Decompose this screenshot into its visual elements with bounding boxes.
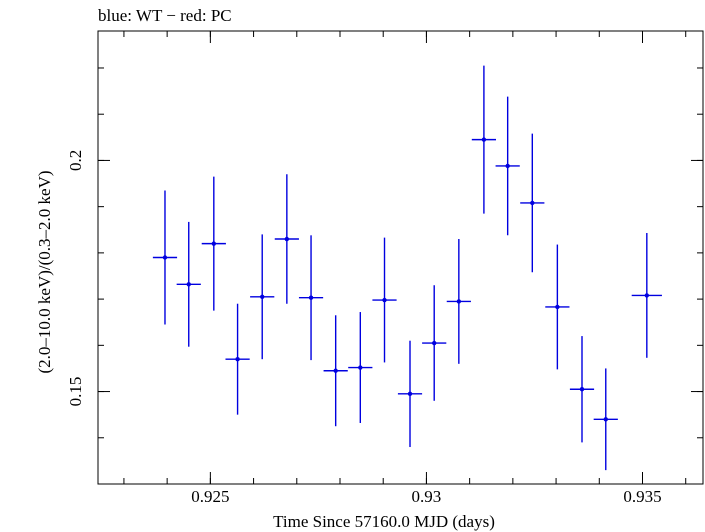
data-marks	[152, 65, 662, 471]
data-point	[235, 356, 240, 362]
y-tick-label: 0.2	[66, 150, 85, 171]
data-point	[333, 368, 338, 373]
data-point	[186, 282, 191, 287]
data-point	[603, 417, 608, 422]
x-axis-label: Time Since 57160.0 MJD (days)	[273, 512, 495, 531]
data-point	[211, 241, 217, 246]
y-tick-label: 0.15	[66, 377, 85, 407]
data-point	[579, 387, 585, 392]
y-axis-label: (2.0–10.0 keV)/(0.3–2.0 keV)	[35, 170, 54, 373]
data-point	[505, 163, 510, 169]
x-tick-label: 0.935	[623, 487, 661, 506]
axes: 0.925 0.93 0.935 0.15 0.2	[66, 31, 703, 506]
x-tick-label: 0.925	[191, 487, 229, 506]
chart-title: blue: WT − red: PC	[98, 6, 232, 25]
data-point	[555, 304, 560, 310]
series-wt	[152, 65, 662, 471]
data-point	[382, 297, 387, 303]
data-point	[481, 137, 487, 142]
plot-frame	[97, 30, 704, 485]
data-point	[432, 340, 437, 346]
data-point	[260, 294, 265, 299]
data-point	[407, 391, 413, 397]
data-point	[644, 293, 650, 298]
x-tick-label: 0.93	[412, 487, 442, 506]
data-point	[308, 295, 314, 300]
data-point	[530, 200, 535, 206]
data-point	[456, 299, 462, 304]
data-point	[358, 365, 363, 370]
data-point	[162, 255, 168, 260]
data-point	[284, 236, 290, 242]
